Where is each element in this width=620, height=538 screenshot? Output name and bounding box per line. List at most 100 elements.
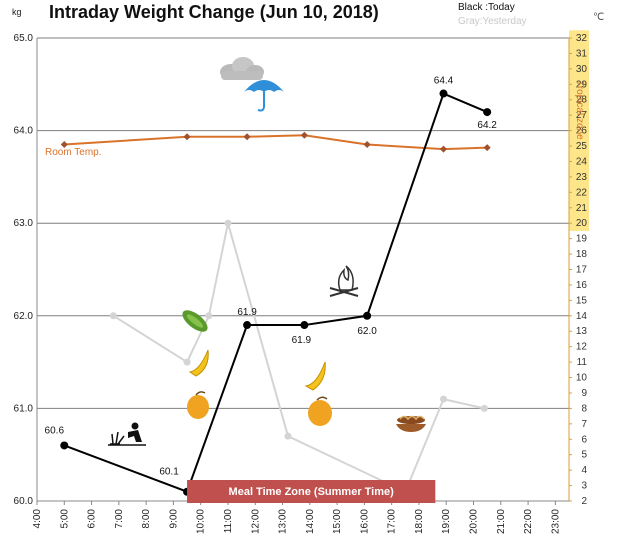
room-temp-point	[440, 145, 448, 153]
today-data-label: 61.9	[237, 307, 257, 318]
yesterday-point	[284, 432, 292, 440]
today-data-label: 64.2	[477, 120, 497, 131]
x-tick-label: 21:00	[496, 509, 507, 534]
x-tick-label: 6:00	[87, 509, 98, 529]
y2-tick-label: 28	[576, 95, 588, 106]
room-temp-point	[483, 144, 491, 152]
x-tick-label: 14:00	[305, 509, 316, 534]
today-data-label: 60.1	[159, 467, 179, 478]
room-temp-point	[60, 140, 68, 148]
banana-icon	[188, 349, 209, 377]
y2-tick-label: 19	[576, 234, 588, 245]
y2-tick-label: 30	[576, 64, 588, 75]
x-tick-label: 5:00	[59, 509, 70, 529]
today-point	[363, 311, 372, 320]
y2-tick-label: 14	[576, 311, 588, 322]
y2-tick-label: 20	[576, 218, 588, 229]
x-tick-label: 11:00	[223, 509, 234, 534]
y2-tick-label: 25	[576, 141, 588, 152]
today-line	[63, 92, 488, 494]
umbrella-icon	[244, 80, 284, 112]
y2-tick-label: 9	[581, 388, 587, 399]
y-tick-label: 64.0	[14, 126, 34, 137]
today-data-label: 60.6	[45, 425, 65, 436]
y2-tick-label: 22	[576, 187, 588, 198]
y2-tick-label: 4	[581, 465, 587, 476]
x-tick-label: 15:00	[332, 509, 343, 534]
x-tick-label: 20:00	[469, 509, 480, 534]
y2-tick-label: 32	[576, 33, 588, 44]
gardening-person-icon	[108, 422, 146, 446]
today-data-label: 62.0	[357, 326, 377, 337]
y2-tick-label: 6	[581, 434, 587, 445]
today-point	[60, 441, 69, 450]
axes	[36, 38, 570, 502]
x-axis-ticks: 4:00 5:00 6:00 7:00 8:00 9:00 10:00 11:00 12:00 1…	[32, 501, 561, 534]
room-temp-line	[64, 134, 488, 151]
yesterday-point	[205, 312, 213, 320]
y2-tick-label: 16	[576, 280, 588, 291]
yesterday-point	[440, 395, 448, 403]
y2-axis-unit: ℃	[593, 12, 604, 23]
x-tick-label: 16:00	[359, 509, 370, 534]
yesterday-point	[224, 219, 232, 227]
y2-tick-label: 24	[576, 156, 588, 167]
x-tick-label: 22:00	[523, 509, 534, 534]
today-point	[243, 321, 252, 330]
mango-icon	[187, 391, 209, 419]
y2-tick-label: 3	[581, 481, 587, 492]
noodles-icon	[396, 415, 426, 432]
room-temp-point	[183, 133, 191, 141]
y-tick-label: 63.0	[14, 218, 34, 229]
tropical-zone-label: Tropical zone	[574, 80, 585, 140]
banana-icon	[304, 361, 326, 391]
y2-tick-label: 8	[581, 403, 587, 414]
y2-tick-label: 2	[581, 496, 587, 507]
y2-tick-label: 18	[576, 249, 588, 260]
y2-tick-label: 11	[577, 357, 588, 368]
today-data-label: 64.4	[434, 76, 454, 87]
y-axis-ticks: 60.0 61.0 62.0 63.0 64.0 65.0	[14, 33, 34, 507]
y-tick-label: 65.0	[14, 33, 34, 44]
today-data-label: 61.9	[292, 335, 312, 346]
x-tick-label: 12:00	[250, 509, 261, 534]
y2-tick-label: 15	[576, 295, 588, 306]
room-temp-point	[363, 140, 371, 148]
room-temp-label: Room Temp.	[45, 147, 102, 158]
legend-yesterday: Gray:Yesterday	[458, 16, 527, 27]
yesterday-point	[183, 358, 191, 366]
mango-icon	[308, 396, 332, 426]
y2-tick-label: 10	[576, 373, 588, 384]
y-tick-label: 60.0	[14, 496, 34, 507]
y2-tick-label: 27	[576, 110, 588, 121]
x-tick-label: 13:00	[278, 509, 289, 534]
meal-time-zone-band	[187, 480, 436, 503]
grid-lines	[37, 37, 569, 502]
today-point	[483, 108, 492, 117]
yesterday-point	[480, 404, 488, 412]
y2-tick-label: 23	[576, 172, 588, 183]
x-tick-label: 23:00	[550, 509, 561, 534]
meal-time-zone-label: Meal Time Zone (Summer Time)	[229, 486, 395, 498]
today-point	[300, 321, 309, 330]
today-point	[439, 89, 448, 98]
y2-tick-label: 31	[576, 48, 588, 59]
y2-tick-label: 7	[581, 419, 587, 430]
y2-tick-label: 21	[576, 203, 588, 214]
chart-title: Intraday Weight Change (Jun 10, 2018)	[49, 2, 379, 22]
legend-today: Black :Today	[458, 2, 515, 13]
y2-tick-label: 29	[576, 79, 588, 90]
y2-tick-label: 17	[576, 265, 588, 276]
x-tick-label: 8:00	[141, 509, 152, 529]
campfire-icon	[329, 265, 359, 297]
y2-tick-label: 12	[576, 342, 588, 353]
x-tick-label: 18:00	[414, 509, 425, 534]
y2-axis-ticks: 2345678910111213141516171819202122232425…	[569, 33, 587, 507]
y-tick-label: 62.0	[14, 311, 34, 322]
x-tick-label: 17:00	[387, 509, 398, 534]
x-tick-label: 9:00	[168, 509, 179, 529]
yesterday-point	[109, 312, 117, 320]
room-temp-series	[60, 131, 491, 153]
